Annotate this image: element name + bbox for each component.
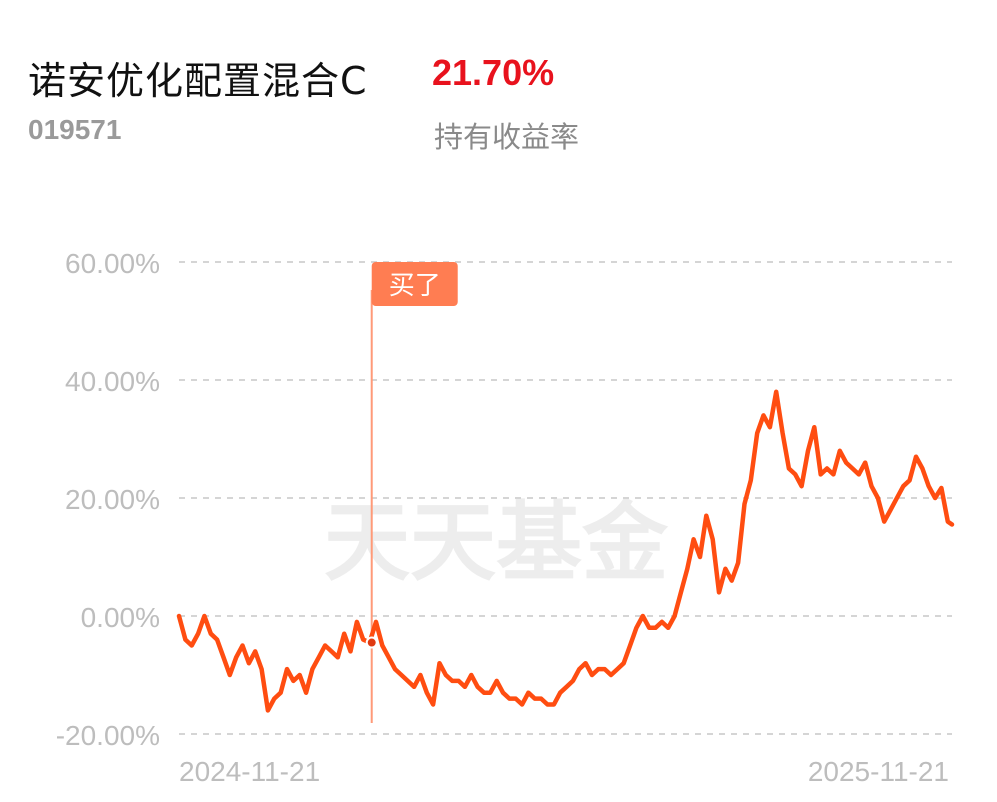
grid-layer xyxy=(179,261,952,735)
holding-return-label: 持有收益率 xyxy=(434,120,580,154)
x-axis-ticks: 2024-11-21 2025-11-21 xyxy=(179,756,949,787)
y-tick-label: 0.00% xyxy=(81,602,160,633)
holding-return-value: 21.70% xyxy=(432,52,555,93)
y-tick-label: -20.00% xyxy=(56,720,160,751)
series-line-0 xyxy=(176,389,955,713)
buy-marker-dot xyxy=(365,636,378,649)
y-tick-label: 40.00% xyxy=(65,366,160,397)
series-layer xyxy=(176,389,955,713)
x-tick-label: 2025-11-21 xyxy=(808,756,949,787)
buy-marker-label: 买了 xyxy=(389,271,441,301)
x-tick-label: 2024-11-21 xyxy=(179,756,320,787)
buy-marker: 买了 xyxy=(370,262,458,723)
fund-code: 019571 xyxy=(28,114,122,145)
fund-name: 诺安优化配置混合C xyxy=(28,59,368,103)
y-tick-label: 20.00% xyxy=(65,484,160,515)
y-tick-label: 60.00% xyxy=(65,248,160,279)
watermark: 天天基金 xyxy=(324,493,669,593)
buy-marker-badge xyxy=(371,262,458,306)
y-axis-ticks: 60.00% 40.00% 20.00% 0.00% -20.00% xyxy=(56,248,160,751)
